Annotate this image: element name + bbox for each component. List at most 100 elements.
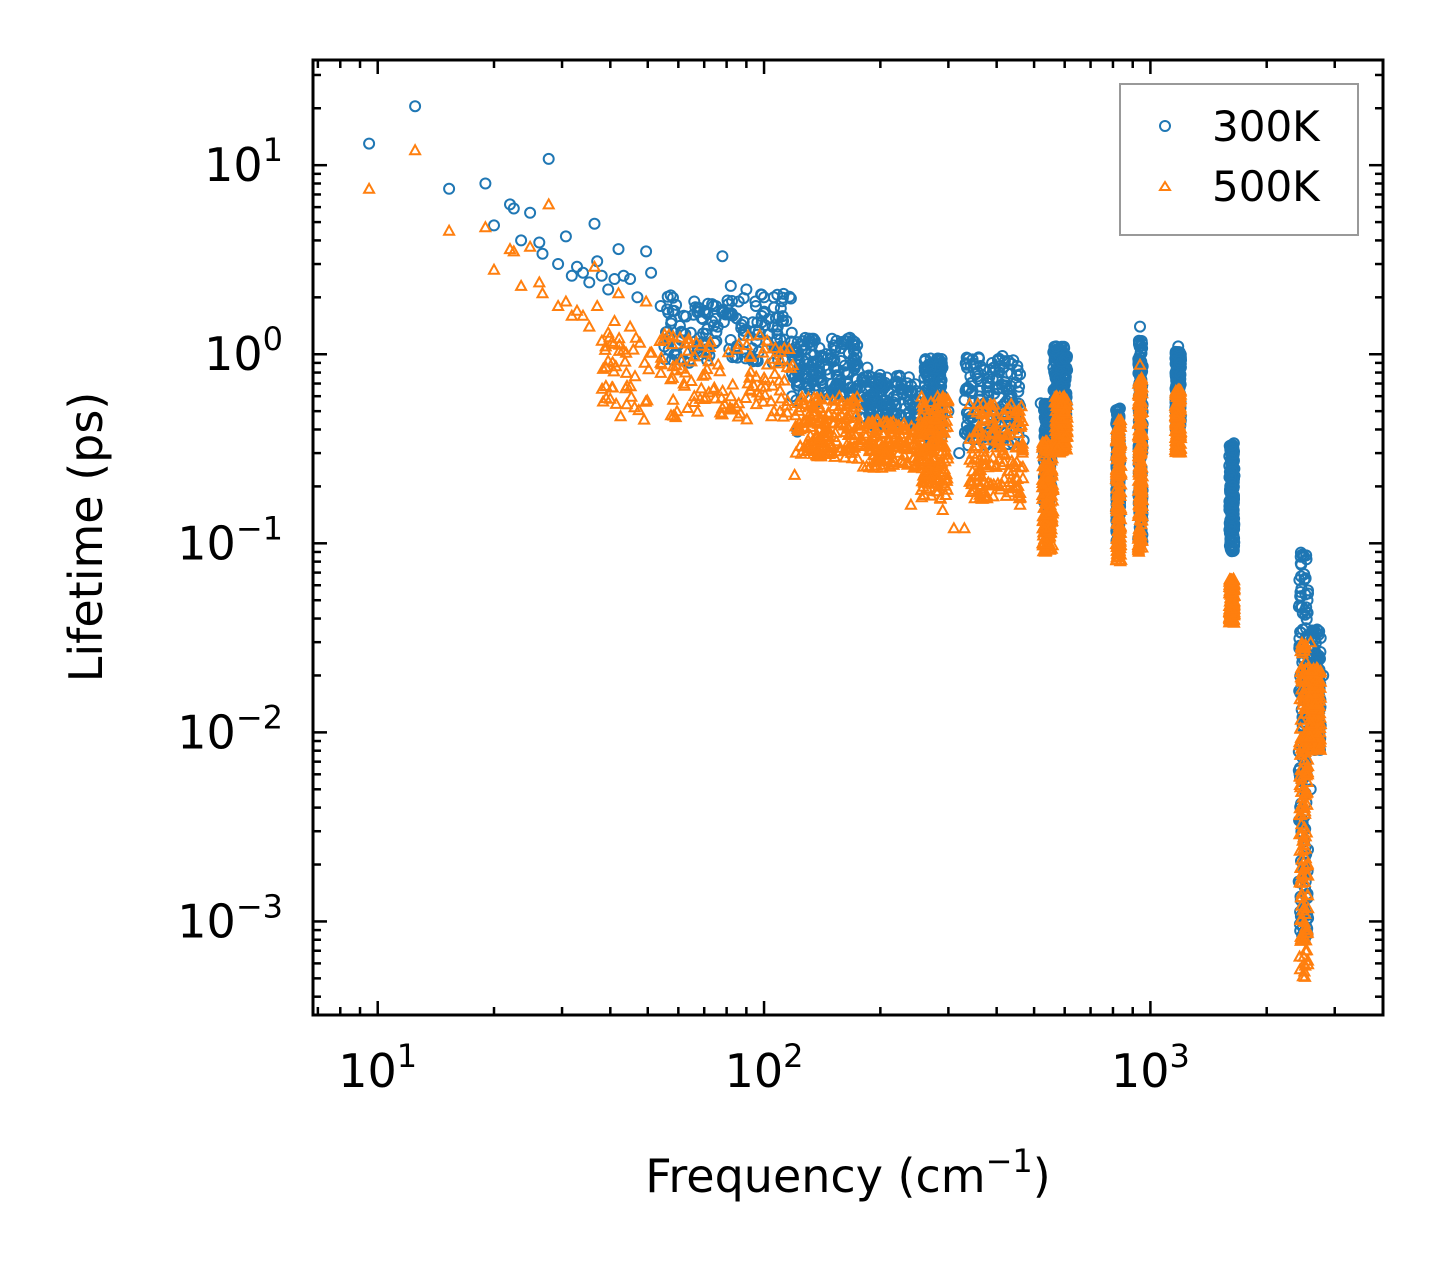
point-500k-band-0: [766, 351, 780, 364]
point-500k-band-2: [884, 416, 899, 429]
point-500k-band-8: [1134, 374, 1148, 387]
point-500k-band-2: [900, 457, 915, 470]
point-300k: [1034, 397, 1047, 410]
point-300k: [559, 230, 572, 243]
point-300k: [924, 352, 937, 365]
point-300k: [1058, 352, 1071, 365]
point-500k: [1171, 382, 1185, 395]
point-500k-band-0: [643, 345, 657, 358]
point-500k-band-1: [807, 407, 821, 420]
point-500k-band-10: [1222, 615, 1236, 628]
point-500k-band-5: [1040, 452, 1054, 465]
point-300k: [488, 219, 500, 232]
point-300k: [583, 276, 596, 289]
point-500k-band-0: [768, 366, 782, 379]
point-500k: [362, 181, 376, 194]
point-500k-band-1: [809, 393, 823, 406]
point-500k-band-2: [897, 416, 911, 429]
point-300k-band-4: [1005, 367, 1018, 380]
point-500k-band-2: [906, 450, 921, 463]
point-500k-band-11: [1300, 760, 1314, 773]
point-300k: [1050, 340, 1063, 353]
point-500k-band-0: [596, 394, 610, 407]
point-300k: [515, 234, 528, 247]
point-300k-band-0: [670, 298, 683, 311]
point-500k-band-11: [1298, 640, 1312, 653]
point-500k-band-1: [825, 415, 840, 428]
point-300k: [588, 217, 601, 230]
point-300k: [443, 182, 456, 195]
point-300k-band-4: [1011, 364, 1024, 377]
point-500k: [706, 382, 721, 395]
point-500k-band-12: [1308, 697, 1323, 710]
point-300k: [666, 304, 679, 317]
point-500k-band-3: [916, 444, 931, 457]
point-300k-band-0: [724, 334, 737, 346]
point-300k: [707, 300, 720, 312]
point-500k: [523, 239, 537, 252]
point-300k-band-4: [987, 361, 1000, 374]
point-300k: [507, 202, 520, 215]
point-500k-band-11: [1297, 964, 1312, 977]
point-500k: [897, 440, 911, 453]
point-300k-band-2: [882, 397, 895, 410]
point-500k: [990, 433, 1004, 446]
point-500k-band-0: [730, 341, 745, 354]
point-300k-band-2: [866, 387, 879, 400]
point-500k: [757, 370, 771, 383]
x-tick-label: 102: [725, 1037, 804, 1098]
point-500k-band-1: [847, 431, 861, 444]
point-500k-band-5: [1046, 504, 1060, 517]
point-300k-band-3: [922, 358, 935, 371]
point-500k-band-4: [994, 415, 1008, 428]
point-500k-band-4: [998, 407, 1012, 420]
point-500k-band-0: [754, 379, 768, 392]
point-500k-band-0: [702, 354, 716, 367]
point-500k-band-1: [833, 444, 847, 457]
point-500k-band-4: [989, 459, 1003, 472]
point-500k-band-3: [926, 472, 940, 485]
point-300k-band-11: [1300, 613, 1313, 626]
x-tick-label: 101: [338, 1037, 417, 1098]
point-500k-band-11: [1299, 788, 1313, 801]
point-500k-band-8: [1132, 534, 1147, 547]
point-300k: [982, 377, 994, 390]
axis-ticks: [313, 60, 1385, 1015]
point-500k-band-0: [743, 349, 757, 362]
point-300k-band-4: [965, 376, 978, 389]
point-300k-band-2: [852, 379, 865, 392]
point-500k-band-7: [1112, 476, 1126, 489]
point-300k: [577, 266, 589, 279]
point-500k-band-0: [666, 392, 680, 405]
point-500k-band-1: [848, 409, 863, 422]
point-300k-band-0: [707, 319, 720, 332]
point-500k: [576, 308, 590, 321]
point-500k-band-0: [756, 394, 771, 407]
point-500k-band-1: [831, 410, 845, 423]
point-500k-band-0: [664, 372, 678, 385]
point-300k-band-3: [934, 375, 947, 388]
point-500k-band-1: [812, 423, 826, 436]
point-500k-band-11: [1293, 692, 1307, 705]
point-300k-band-0: [755, 288, 768, 301]
point-500k-band-5: [1043, 520, 1057, 533]
point-500k-band-2: [864, 416, 878, 429]
point-500k-band-4: [998, 447, 1013, 460]
point-500k-band-11: [1299, 654, 1313, 667]
point-500k-band-4: [1015, 443, 1030, 456]
point-300k-band-2: [879, 380, 892, 393]
point-300k-band-2: [889, 400, 902, 413]
point-500k-band-0: [740, 338, 754, 351]
point-500k: [773, 404, 787, 417]
point-500k-band-0: [780, 360, 794, 373]
point-500k-band-1: [838, 425, 853, 438]
point-300k-band-12: [1312, 628, 1325, 641]
point-500k: [917, 487, 932, 500]
point-500k: [1112, 549, 1126, 562]
point-300k-band-1: [809, 379, 822, 392]
point-500k-band-3: [917, 427, 931, 440]
point-500k-band-7: [1113, 457, 1128, 470]
point-300k-band-4: [960, 358, 973, 371]
point-300k: [624, 273, 637, 285]
point-300k: [804, 348, 817, 361]
